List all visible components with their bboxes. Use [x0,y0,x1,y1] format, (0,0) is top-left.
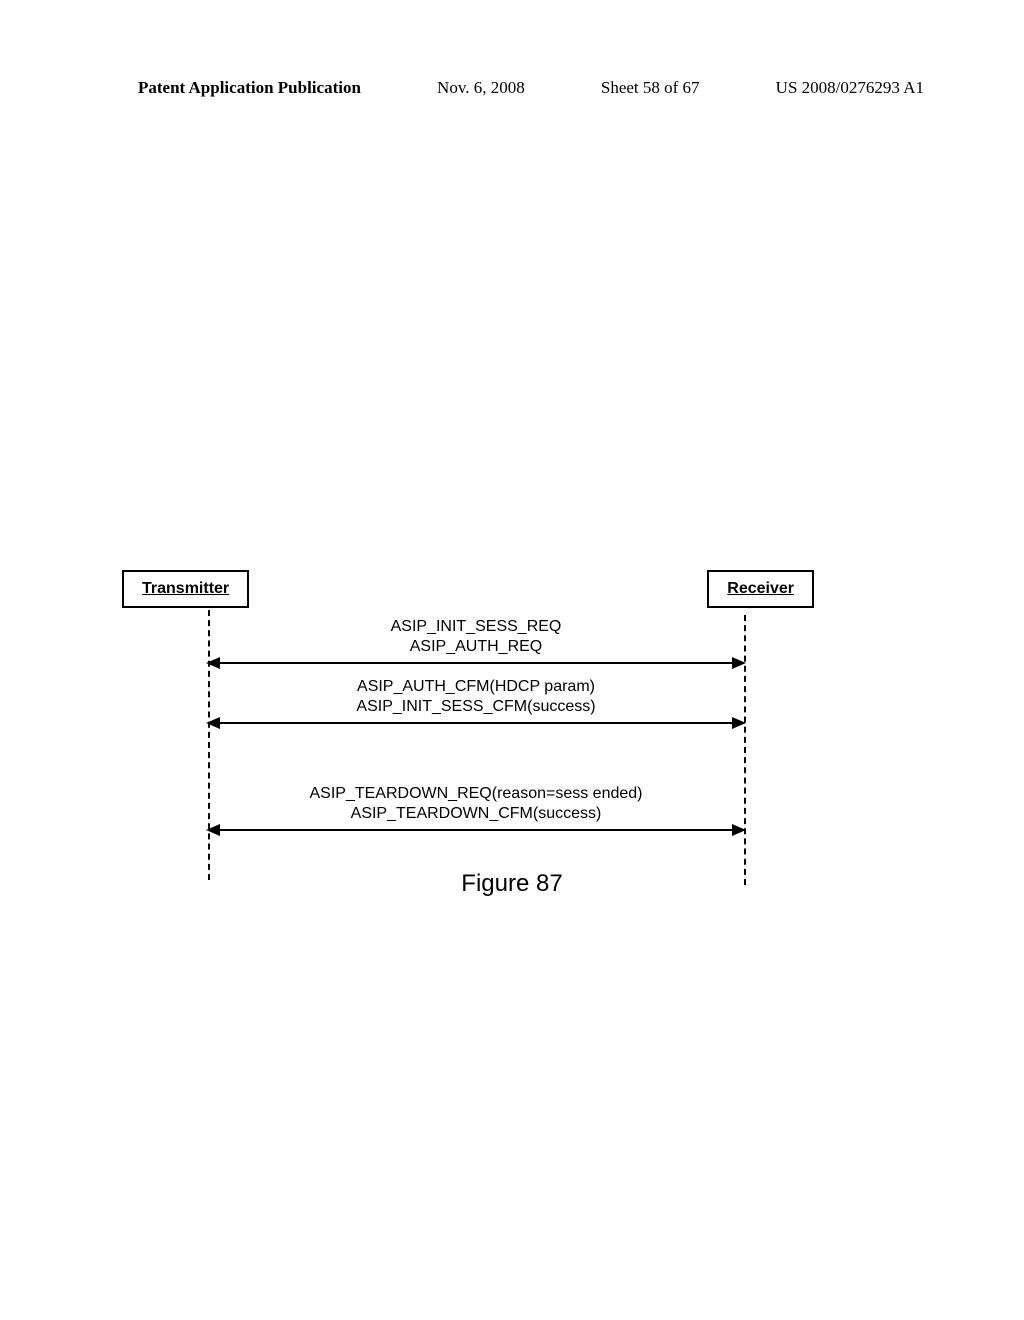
page-header: Patent Application Publication Nov. 6, 2… [138,78,924,98]
message-teardown-req: ASIP_TEARDOWN_REQ(reason=sess ended) [208,785,744,805]
sheet-info: Sheet 58 of 67 [601,78,700,98]
publication-date: Nov. 6, 2008 [437,78,525,98]
message-auth-cfm: ASIP_AUTH_CFM(HDCP param) [208,678,744,698]
message-teardown-cfm: ASIP_TEARDOWN_CFM(success) [208,805,744,831]
message-auth-req: ASIP_AUTH_REQ [208,638,744,664]
publication-number: US 2008/0276293 A1 [776,78,924,98]
entity-transmitter: Transmitter [122,570,249,608]
message-label: ASIP_TEARDOWN_CFM(success) [208,805,744,823]
message-label: ASIP_INIT_SESS_CFM(success) [208,698,744,716]
arrow-bidirectional [208,829,744,831]
lifeline-receiver [744,615,746,885]
message-label: ASIP_AUTH_REQ [208,638,744,656]
message-init-sess-cfm: ASIP_INIT_SESS_CFM(success) [208,698,744,724]
publication-type: Patent Application Publication [138,78,361,98]
message-label: ASIP_INIT_SESS_REQ [208,618,744,636]
figure-label: Figure 87 [0,870,1024,898]
arrow-bidirectional [208,662,744,664]
message-label: ASIP_AUTH_CFM(HDCP param) [208,678,744,696]
message-init-sess-req: ASIP_INIT_SESS_REQ [208,618,744,638]
message-label: ASIP_TEARDOWN_REQ(reason=sess ended) [208,785,744,803]
entity-receiver: Receiver [707,570,814,608]
arrow-bidirectional [208,722,744,724]
